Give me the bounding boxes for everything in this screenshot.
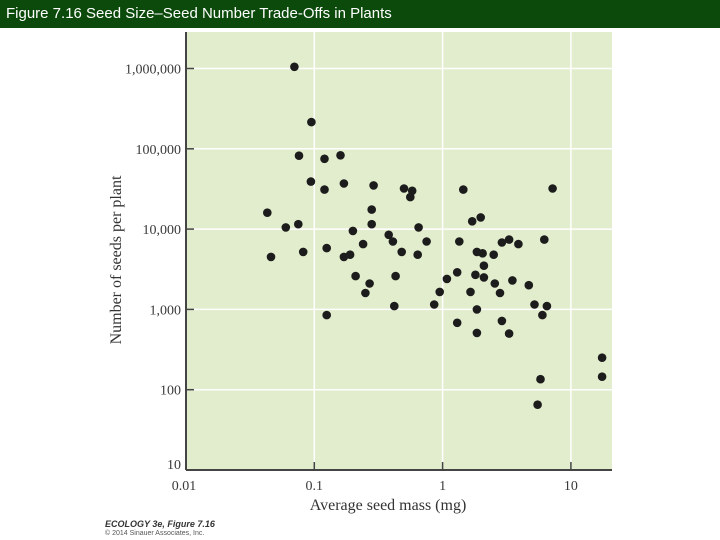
data-point [367,205,377,214]
data-point [306,177,316,186]
data-point [369,181,378,190]
data-point [413,250,423,259]
data-point [399,184,409,193]
y-tick-label: 1,000,000 [125,63,181,78]
data-point [429,300,439,309]
data-point [476,213,486,222]
data-point [414,223,423,232]
data-point [351,271,360,281]
data-point [345,250,355,259]
data-point [294,219,303,229]
data-point [540,235,549,244]
data-point [320,185,329,194]
x-axis-ticks: 0.01 0.1 1 10 [172,462,578,494]
y-tick-label: 1,000 [150,303,182,318]
data-point [307,117,316,127]
data-point [281,223,291,232]
data-point [479,273,489,282]
y-tick-label: 100 [160,384,181,399]
figure-credit: ECOLOGY 3e, Figure 7.16 [105,519,215,529]
data-point [536,374,545,384]
data-point [542,301,552,311]
y-tick-label: 100,000 [136,143,182,158]
y-axis-ticks: 10 100 1,000 10,000 100,000 1,000,000 [125,63,194,473]
data-point [339,179,349,188]
data-point [478,249,487,258]
copyright-note: © 2014 Sinauer Associates, Inc. [105,530,205,537]
data-point [472,328,482,338]
data-point [336,151,345,160]
data-point [479,261,489,271]
data-point [508,276,517,285]
figure-title-bar: Figure 7.16 Seed Size–Seed Number Trade-… [0,0,720,28]
x-axis-title: Average seed mass (mg) [310,497,467,514]
data-point [497,238,507,247]
data-point [348,226,358,236]
data-point [466,287,475,297]
x-tick-label: 10 [564,479,578,494]
data-point [358,239,368,249]
data-point [422,237,431,246]
data-point [530,300,539,309]
data-point [504,235,514,244]
y-axis-title: Number of seeds per plant [108,175,125,344]
data-point [435,287,445,297]
data-point [538,310,547,320]
data-point [467,217,477,226]
data-point [497,316,507,326]
data-point [495,288,505,298]
figure-title: Figure 7.16 Seed Size–Seed Number Trade-… [6,5,392,22]
data-point [471,270,480,280]
data-point [459,185,468,194]
data-point [452,268,462,277]
data-point [384,230,394,240]
x-tick-label: 0.1 [306,479,324,494]
data-point [298,247,308,257]
data-point [367,219,377,229]
data-point [388,237,398,246]
x-tick-label: 1 [439,479,446,494]
data-point [290,62,299,72]
x-tick-label: 0.01 [172,479,197,494]
data-point [266,252,276,262]
data-point [322,243,332,253]
data-point [597,372,607,382]
data-point [452,318,462,328]
data-point [514,239,523,249]
data-point [397,247,407,257]
data-point [322,310,332,320]
data-point [548,184,557,193]
data-point [361,288,370,298]
data-point [455,237,464,246]
data-point [442,274,452,284]
data-point [472,305,482,314]
data-point [504,329,514,338]
data-point [320,154,329,164]
data-point [597,353,607,363]
gridlines [186,32,612,470]
data-point [390,301,399,311]
data-point [533,400,542,410]
data-point [406,192,415,202]
data-point [391,271,400,281]
data-point [263,208,272,217]
data-points [263,62,607,410]
y-tick-label: 10 [167,458,181,473]
data-point [490,279,500,288]
data-point [294,151,304,160]
data-point [524,280,534,290]
y-tick-label: 10,000 [143,223,182,238]
data-point [489,250,499,259]
data-point [365,279,374,288]
